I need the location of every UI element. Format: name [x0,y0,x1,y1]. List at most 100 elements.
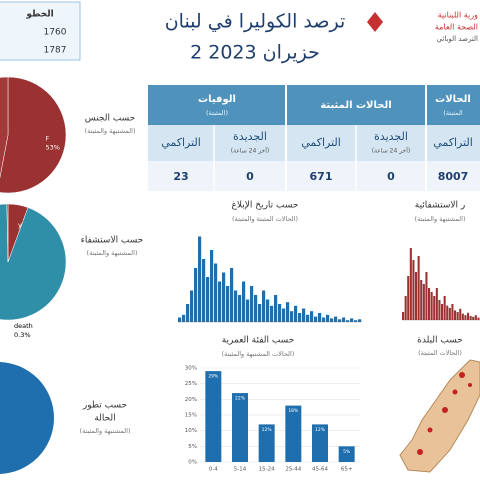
column-title: الجديدة [233,130,267,143]
bar [250,286,254,322]
bar [306,314,310,322]
column-title: التراكمي [433,136,473,149]
bar [404,296,407,320]
pie-slice [0,76,9,179]
bar [282,308,286,322]
bar [274,295,278,322]
bar [266,299,270,322]
chart-subtitle: (المشتبهة والمثبتة) [415,215,466,223]
side-title: الخطو [25,10,53,20]
panel-subtitle: (المشتبهة والمثبتة) [85,127,136,135]
column-title: التراكمي [301,136,341,149]
table-value: 0 [387,170,395,183]
group-title: الوفيات [198,94,236,105]
map-dots [417,372,472,455]
bar-label: 12% [262,427,273,433]
table-value: 0 [246,170,254,183]
bar [178,317,182,322]
side-box [0,1,81,61]
y-tick-label: 10% [185,428,197,434]
bar [402,312,405,320]
panel-title: حسب البلدة [417,336,463,346]
bar [342,317,346,322]
table-row [148,161,480,191]
bar [441,304,444,320]
bar [246,299,250,322]
bar [428,288,431,320]
bar [448,308,451,320]
bar [270,305,274,322]
bar-label: 18% [288,408,299,414]
group-note: (المثبتة [443,109,463,117]
side-value: 1760 [44,28,67,38]
logo-text: الصحة العامة [435,23,478,32]
side-value: 1787 [44,46,67,56]
bar [330,318,334,322]
slice-value: 53% [46,144,60,152]
bar [415,272,418,320]
bar [464,315,467,320]
chart-title: ر الاستشفائية [415,201,465,211]
bar [214,263,218,322]
bar [459,308,462,320]
bar [190,290,194,322]
bar [322,317,326,322]
column-title: الجديدة [374,130,408,143]
y-tick-label: 25% [185,381,197,387]
bar [346,320,350,322]
slice-label: F [46,135,50,143]
bar [206,277,210,322]
bar [350,318,354,322]
bar [298,313,302,322]
table-header [148,85,480,125]
bar [477,317,480,320]
bar-label: 5% [343,449,351,455]
bar [286,302,290,322]
bar [232,393,248,462]
bar [474,315,477,320]
bar [258,304,262,322]
bar [314,316,318,322]
bar [456,312,459,320]
bar [420,280,423,320]
bar [230,268,234,322]
bar [202,259,206,322]
bar [417,256,420,320]
chart-subtitle: (الحالات المثبتة والمثبتة) [232,215,298,223]
bar-label: 22% [235,396,246,402]
bar [433,296,436,320]
bar [194,268,198,322]
group-title: الحالات [435,94,471,105]
bar-label: 29% [208,374,219,380]
bar [326,314,330,322]
bar [338,319,342,322]
bar [312,424,328,462]
bar [302,308,306,322]
panel-title: الحالة [94,414,115,424]
panel-subtitle: (المشتبهة والمثبتة) [87,249,138,257]
slice-value: 0.3% [14,331,31,339]
pie-slice [0,76,67,194]
panel-title: حسب تطور [82,401,127,411]
bar [198,236,202,322]
bar [242,281,246,322]
bar [438,300,441,320]
x-tick-label: 45-64 [312,467,328,473]
table-subheader [148,125,480,161]
bar [407,276,410,320]
y-tick-label: 30% [185,366,197,372]
x-tick-label: 0-4 [209,467,218,473]
bar [354,320,358,322]
table-value: 671 [310,170,333,183]
pie-slice [6,203,9,263]
bar [334,316,338,322]
map [399,359,480,473]
pie-slice [0,203,67,321]
bar [238,295,242,322]
x-tick-label: 25-44 [285,467,301,473]
y-tick-label: 15% [185,413,197,419]
bar [234,290,238,322]
chart-subtitle: (الحالات المشتبهة والمثبتة) [222,350,295,358]
bar [430,292,433,320]
